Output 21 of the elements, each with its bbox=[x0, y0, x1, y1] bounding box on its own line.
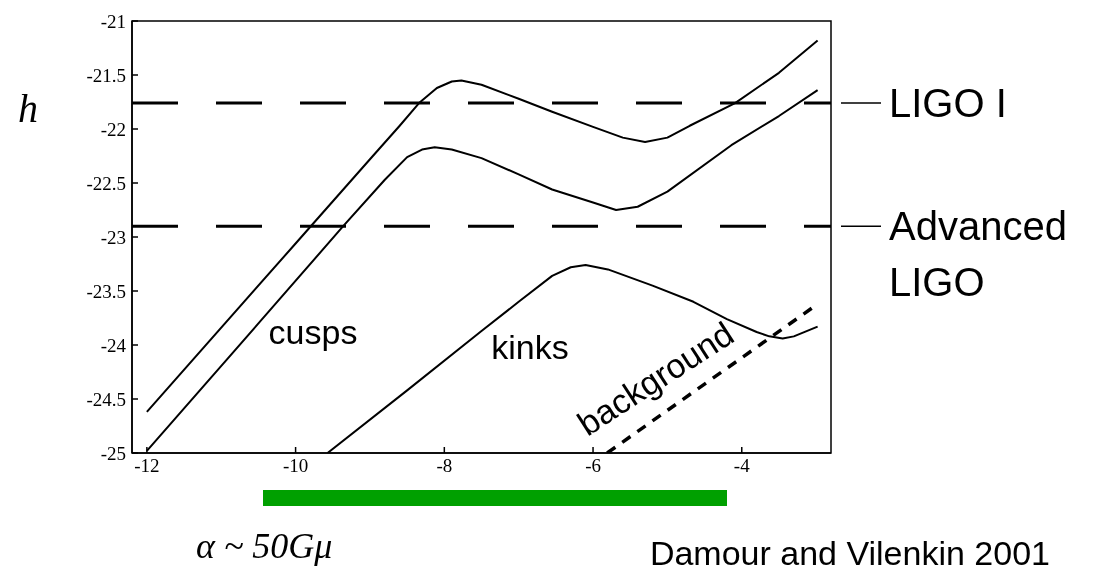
annotation: cusps bbox=[268, 312, 358, 351]
ref-line-label: Advanced LIGO bbox=[889, 204, 1067, 305]
x-tick-label: -12 bbox=[134, 455, 160, 477]
annotation: kinks bbox=[491, 327, 569, 366]
y-tick-label: -21 bbox=[100, 10, 126, 32]
y-tick-label: -24 bbox=[100, 334, 127, 356]
x-tick-label: -8 bbox=[436, 455, 453, 477]
x-tick-label: -10 bbox=[282, 455, 309, 477]
x-axis-title: α ~ 50Gμ bbox=[196, 526, 333, 566]
y-tick-label: -21.5 bbox=[86, 64, 126, 86]
y-tick-label: -22 bbox=[100, 118, 126, 140]
y-tick-label: -22.5 bbox=[86, 172, 126, 194]
x-tick-label: -6 bbox=[585, 455, 601, 477]
y-axis-title: h bbox=[18, 86, 38, 131]
text: Damour and Vilenkin 2001 bbox=[649, 533, 1050, 568]
ref-line-label: LIGO I bbox=[889, 81, 1007, 126]
y-tick-label: -23.5 bbox=[86, 280, 126, 302]
y-tick-label: -24.5 bbox=[86, 388, 126, 410]
y-tick-label: -25 bbox=[100, 442, 126, 464]
y-tick-label: -23 bbox=[100, 226, 126, 248]
x-tick-label: -4 bbox=[733, 455, 751, 477]
